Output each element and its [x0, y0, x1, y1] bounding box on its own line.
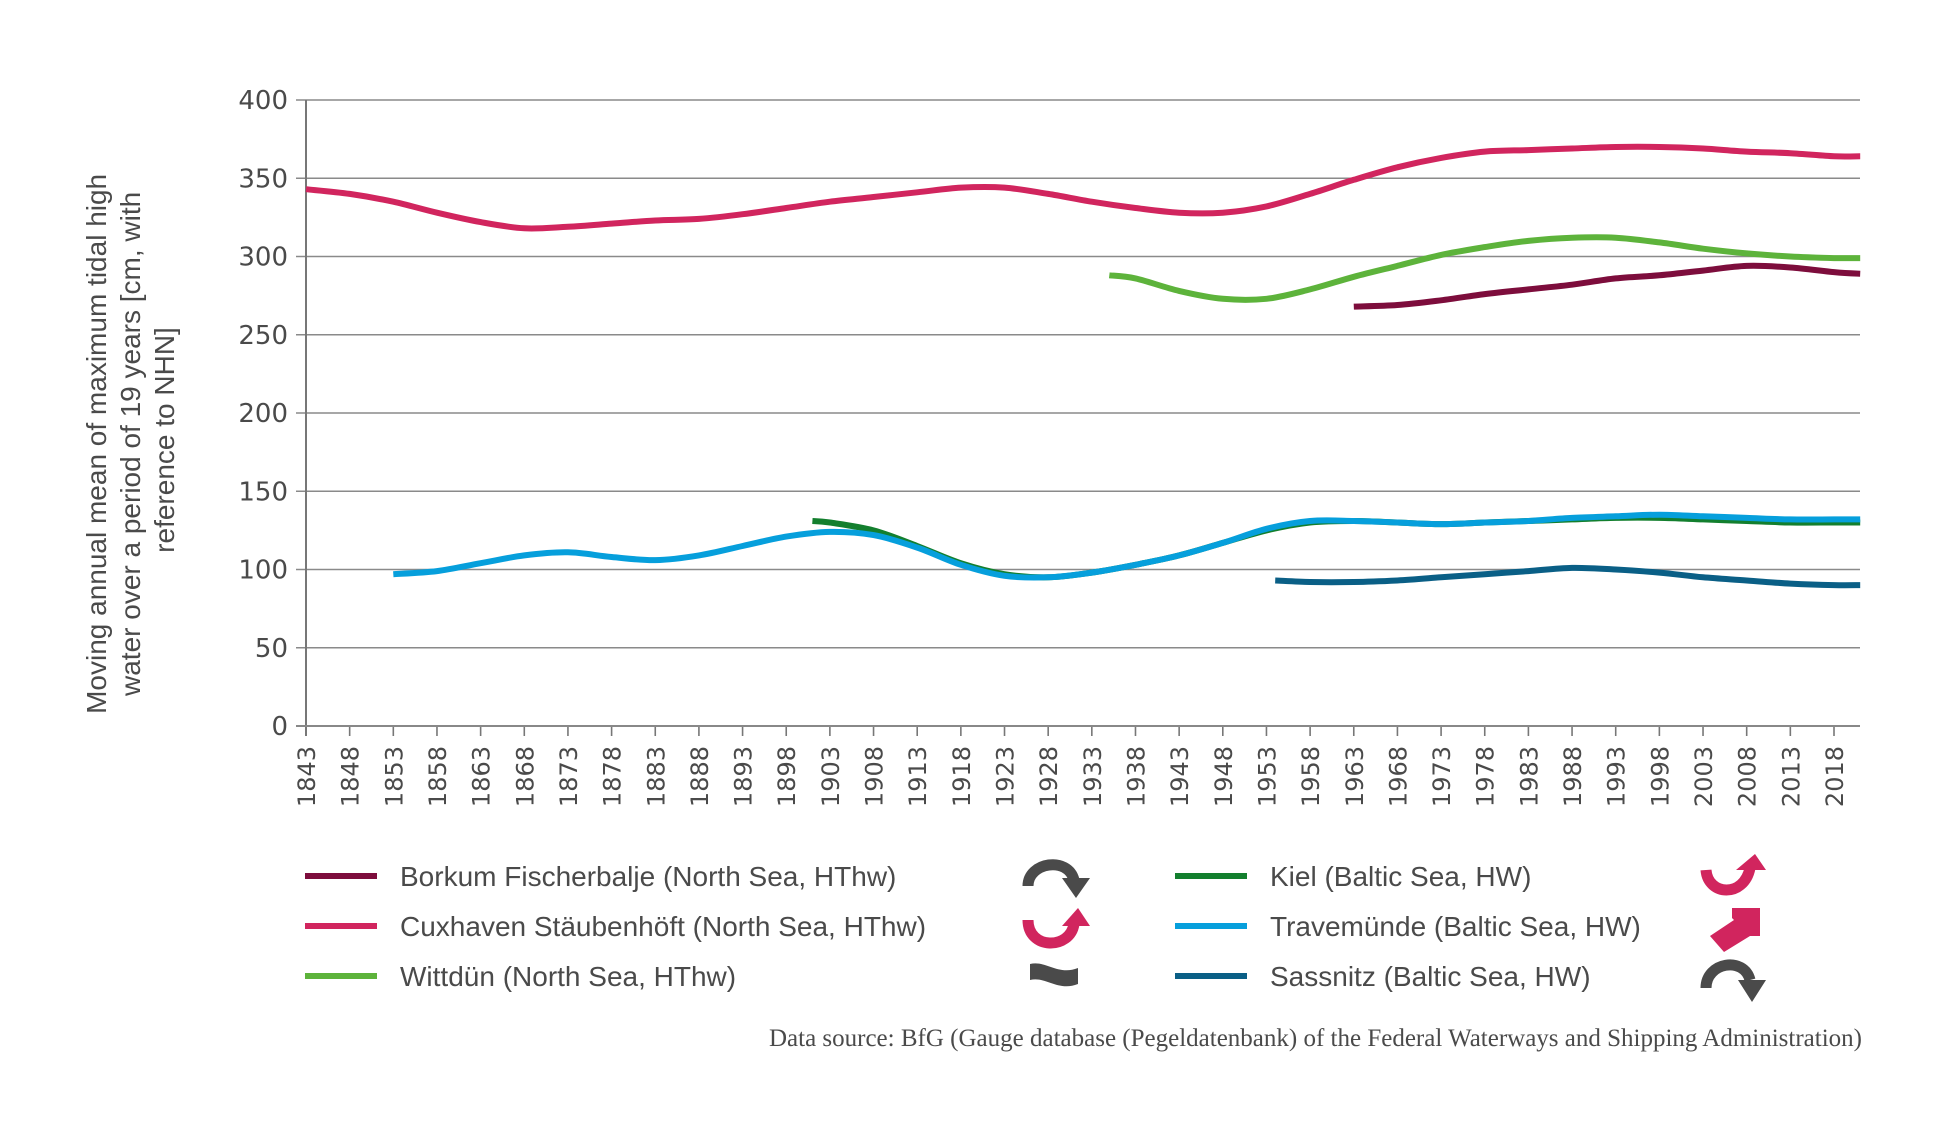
- series-line-cuxhaven: [305, 143, 1861, 232]
- series-line-wittdn: [1108, 234, 1861, 303]
- x-tick-label: 2008: [1734, 746, 1762, 807]
- x-tick-label: 1973: [1428, 746, 1456, 807]
- legend-label: Sassnitz (Baltic Sea, HW): [1270, 961, 1591, 992]
- x-tick-label: 1913: [904, 746, 932, 807]
- x-tick-label: 1868: [511, 746, 539, 807]
- legend-item-kiel: Kiel (Baltic Sea, HW): [1175, 861, 1531, 892]
- y-tick-label: 100: [238, 556, 288, 586]
- x-tick-label: 1883: [642, 746, 670, 807]
- curved-arrow-down-icon: [1700, 959, 1766, 1002]
- x-tick-label: 1908: [861, 746, 889, 807]
- x-tick-label: 1968: [1384, 746, 1412, 807]
- y-tick-label: 300: [238, 243, 288, 273]
- y-axis-label-line-3: reference to NHN]: [149, 327, 180, 553]
- y-axis-ticks: 0 50 100 150 200 250 300 350 400: [238, 86, 288, 742]
- legend-item-travemnde: Travemünde (Baltic Sea, HW): [1175, 911, 1641, 942]
- x-tick-label: 1998: [1646, 746, 1674, 807]
- x-tick-label: 1928: [1035, 746, 1063, 807]
- x-tick-label: 1958: [1297, 746, 1325, 807]
- grid-lines: [296, 99, 1860, 649]
- y-tick-label: 50: [255, 634, 288, 664]
- legend: Borkum Fischerbalje (North Sea, HThw) Cux…: [305, 861, 1641, 992]
- x-tick-label: 1853: [380, 746, 408, 807]
- x-tick-label: 1938: [1122, 746, 1150, 807]
- x-tick-label: 1888: [686, 746, 714, 807]
- x-tick-label: 1983: [1515, 746, 1543, 807]
- curved-arrow-up-icon: [1022, 908, 1090, 949]
- x-tick-label: 1923: [992, 746, 1020, 807]
- series-lines: [305, 143, 1861, 589]
- x-tick-label: 2018: [1821, 746, 1849, 807]
- y-tick-label: 200: [238, 399, 288, 429]
- diagonal-arrow-up-right-icon: [1710, 908, 1760, 952]
- x-tick-label: 2003: [1690, 746, 1718, 807]
- x-tick-label: 1898: [773, 746, 801, 807]
- legend-label: Travemünde (Baltic Sea, HW): [1270, 911, 1641, 942]
- x-tick-label: 1903: [817, 746, 845, 807]
- legend-trend-icons: [1022, 854, 1766, 1002]
- series-line-borkum: [1353, 262, 1861, 310]
- y-tick-label: 250: [238, 321, 288, 351]
- x-tick-label: 1858: [424, 746, 452, 807]
- y-tick-label: 350: [238, 164, 288, 194]
- legend-item-wittdn: Wittdün (North Sea, HThw): [305, 961, 736, 992]
- legend-label: Borkum Fischerbalje (North Sea, HThw): [400, 861, 896, 892]
- wave-tilde-icon: [1030, 963, 1078, 987]
- x-tick-label: 1933: [1079, 746, 1107, 807]
- x-tick-label: 1873: [555, 746, 583, 807]
- x-tick-label: 1953: [1253, 746, 1281, 807]
- data-source-note: Data source: BfG (Gauge database (Pegeld…: [769, 1025, 1862, 1052]
- x-tick-label: 1943: [1166, 746, 1194, 807]
- x-tick-label: 1843: [293, 746, 321, 807]
- x-tick-label: 1878: [599, 746, 627, 807]
- legend-label: Wittdün (North Sea, HThw): [400, 961, 736, 992]
- series-line-travemnde: [393, 511, 1861, 581]
- x-tick-label: 1863: [468, 746, 496, 807]
- curved-arrow-down-icon: [1022, 859, 1090, 898]
- x-tick-label: 1993: [1603, 746, 1631, 807]
- y-tick-label: 0: [271, 712, 288, 742]
- legend-label: Kiel (Baltic Sea, HW): [1270, 861, 1531, 892]
- legend-label: Cuxhaven Stäubenhöft (North Sea, HThw): [400, 911, 926, 942]
- x-tick-label: 1848: [337, 746, 365, 807]
- y-axis-label-line-2: water over a period of 19 years [cm, wit…: [115, 192, 146, 697]
- x-tick-label: 1948: [1210, 746, 1238, 807]
- y-tick-label: 400: [238, 86, 288, 116]
- legend-item-cuxhaven: Cuxhaven Stäubenhöft (North Sea, HThw): [305, 911, 926, 942]
- x-axis-ticks: 1843 1848 1853 1858 1863 1868 1873 1878 1883 1888…: [293, 726, 1849, 807]
- legend-item-sassnitz: Sassnitz (Baltic Sea, HW): [1175, 961, 1591, 992]
- y-tick-label: 150: [238, 477, 288, 507]
- curved-arrow-up-right-icon: [1700, 854, 1766, 896]
- x-tick-label: 1963: [1341, 746, 1369, 807]
- x-tick-label: 1893: [730, 746, 758, 807]
- y-axis-label: Moving annual mean of maximum tidal high…: [81, 166, 180, 714]
- x-tick-label: 2013: [1777, 746, 1805, 807]
- y-axis-label-line-1: Moving annual mean of maximum tidal high: [81, 174, 112, 714]
- legend-item-borkum: Borkum Fischerbalje (North Sea, HThw): [305, 861, 896, 892]
- series-line-sassnitz: [1275, 564, 1861, 589]
- x-tick-label: 1918: [948, 746, 976, 807]
- x-tick-label: 1988: [1559, 746, 1587, 807]
- x-tick-label: 1978: [1472, 746, 1500, 807]
